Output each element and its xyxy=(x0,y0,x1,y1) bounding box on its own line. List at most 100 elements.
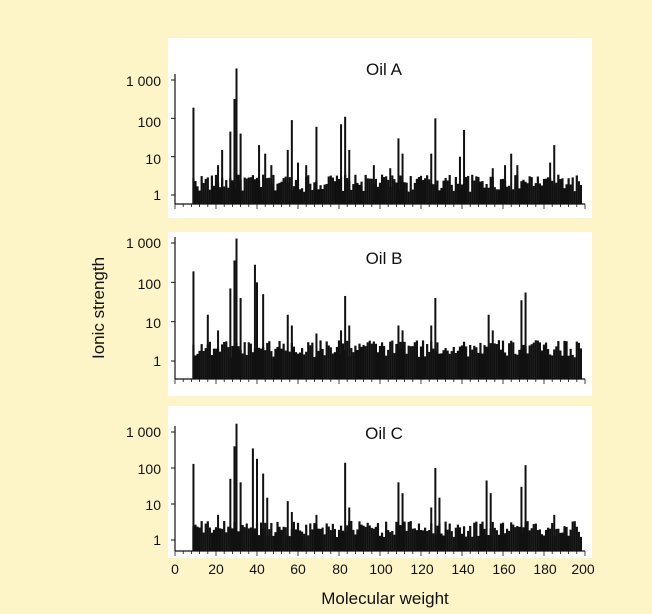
noise-bar xyxy=(526,183,529,204)
noise-bar xyxy=(426,344,429,379)
noise-bar xyxy=(522,179,525,204)
noise-bar xyxy=(432,533,435,551)
noise-bar xyxy=(323,355,326,379)
noise-bar xyxy=(575,341,578,379)
noise-bar xyxy=(362,525,365,551)
noise-bar xyxy=(321,527,324,551)
noise-bar xyxy=(325,183,328,204)
noise-bar xyxy=(231,180,234,204)
noise-bar xyxy=(196,186,199,204)
noise-bar xyxy=(477,176,480,204)
noise-bar xyxy=(356,529,359,551)
noise-bar xyxy=(323,184,326,204)
peak-bar xyxy=(401,153,404,204)
noise-bar xyxy=(231,528,234,551)
noise-bar xyxy=(481,181,484,204)
noise-bar xyxy=(329,175,332,204)
x-tick-label: 160 xyxy=(492,561,516,577)
noise-bar xyxy=(268,529,271,551)
peak-bar xyxy=(217,514,220,551)
noise-bar xyxy=(450,184,453,204)
peak-bar xyxy=(430,325,433,379)
peak-bar xyxy=(266,497,269,551)
noise-bar xyxy=(358,343,361,379)
noise-bar xyxy=(571,521,574,551)
noise-bar xyxy=(424,356,427,379)
noise-bar xyxy=(331,353,334,379)
noise-bar xyxy=(313,182,316,204)
noise-bar xyxy=(530,177,533,204)
peak-bar xyxy=(221,149,224,204)
noise-bar xyxy=(389,532,392,551)
noise-bar xyxy=(262,174,265,204)
noise-bar xyxy=(538,183,541,204)
noise-bar xyxy=(319,528,322,551)
noise-bar xyxy=(212,348,216,379)
noise-bar xyxy=(387,530,390,551)
noise-bar xyxy=(419,346,423,379)
noise-bar xyxy=(403,341,406,379)
noise-bar xyxy=(446,350,449,379)
noise-bar xyxy=(333,352,336,379)
noise-bar xyxy=(337,340,341,379)
noise-bar xyxy=(342,190,345,204)
peak-bar xyxy=(485,480,488,551)
noise-bar xyxy=(469,344,472,379)
noise-bar xyxy=(538,342,541,379)
noise-bar xyxy=(307,342,310,379)
noise-bar xyxy=(573,191,576,204)
noise-bar xyxy=(514,353,517,379)
noise-bar xyxy=(415,178,418,204)
peak-bar xyxy=(348,325,351,379)
noise-bar xyxy=(335,347,339,379)
noise-bar xyxy=(426,175,429,204)
noise-bar xyxy=(571,177,574,204)
noise-bar xyxy=(547,349,550,379)
noise-bar xyxy=(257,535,261,551)
noise-bar xyxy=(264,522,267,551)
noise-bar xyxy=(506,528,509,551)
noise-bar xyxy=(350,189,353,204)
noise-bar xyxy=(296,522,300,551)
noise-bar xyxy=(282,178,285,204)
noise-bar xyxy=(559,179,562,204)
noise-bar xyxy=(577,531,580,551)
noise-bar xyxy=(419,529,423,551)
noise-bar xyxy=(415,340,418,379)
noise-bar xyxy=(194,181,197,204)
noise-bar xyxy=(247,177,250,204)
noise-bar xyxy=(301,531,304,551)
noise-bar xyxy=(421,180,425,204)
noise-bar xyxy=(243,342,246,379)
noise-bar xyxy=(436,342,439,379)
noise-bar xyxy=(444,347,447,379)
noise-bar xyxy=(260,187,263,204)
peak-bar xyxy=(510,153,513,204)
noise-bar xyxy=(413,182,416,204)
x-tick-label: 180 xyxy=(533,561,557,577)
noise-bar xyxy=(227,187,230,204)
noise-bar xyxy=(467,175,470,204)
peak-bar xyxy=(229,131,232,204)
noise-bar xyxy=(395,521,398,551)
noise-bar xyxy=(288,536,291,551)
noise-bar xyxy=(200,521,203,551)
noise-bar xyxy=(413,342,416,379)
y-axis-label: Ionic strength xyxy=(89,257,108,359)
noise-bar xyxy=(311,529,314,551)
noise-bar xyxy=(555,528,558,551)
noise-bar xyxy=(358,521,361,551)
noise-bar xyxy=(516,354,519,379)
noise-bar xyxy=(294,529,298,551)
noise-bar xyxy=(407,191,410,204)
noise-bar xyxy=(391,340,394,379)
noise-bar xyxy=(395,343,398,379)
noise-bar xyxy=(471,536,474,551)
noise-bar xyxy=(354,534,357,551)
noise-bar xyxy=(270,351,273,379)
noise-bar xyxy=(294,352,298,379)
noise-bar xyxy=(559,350,562,379)
noise-bar xyxy=(526,353,529,379)
x-tick-label: 0 xyxy=(171,561,179,577)
noise-bar xyxy=(356,349,359,379)
